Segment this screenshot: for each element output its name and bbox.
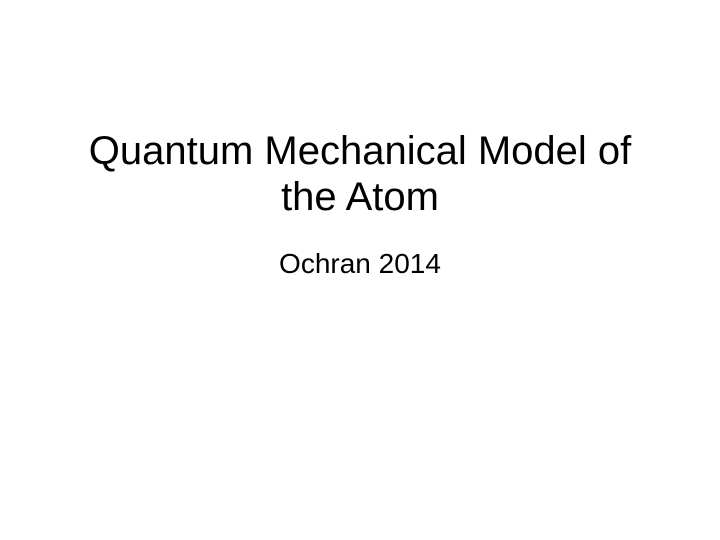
slide-subtitle: Ochran 2014 xyxy=(279,248,441,280)
title-line-2: the Atom xyxy=(281,175,439,219)
title-line-1: Quantum Mechanical Model of xyxy=(89,129,632,173)
slide-container: Quantum Mechanical Model of the Atom Och… xyxy=(0,0,720,540)
slide-title: Quantum Mechanical Model of the Atom xyxy=(89,128,632,220)
